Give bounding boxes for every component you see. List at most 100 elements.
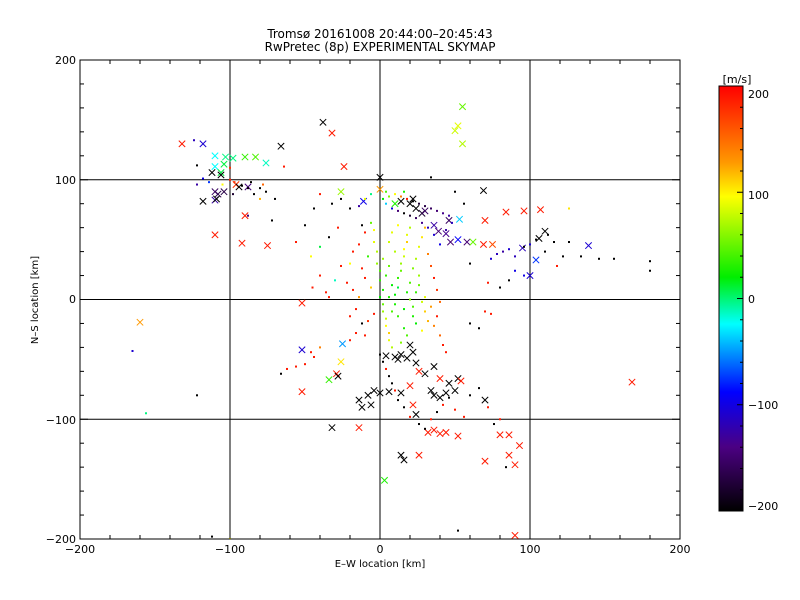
data-point-cross: [502, 208, 510, 216]
data-point-dot: [529, 243, 531, 246]
data-point-dot: [241, 184, 243, 187]
data-point-dot: [280, 372, 282, 375]
data-point-dot: [547, 233, 549, 236]
data-point-cross: [520, 207, 528, 215]
data-point-dot: [427, 226, 429, 229]
x-tick-label: −200: [65, 543, 95, 556]
data-point-dot: [409, 214, 411, 217]
data-point-dot: [319, 193, 321, 196]
data-point-dot: [490, 312, 492, 315]
data-point-dot: [442, 212, 444, 215]
data-point-dot: [478, 327, 480, 330]
data-point-dot: [319, 274, 321, 277]
data-point-dot: [433, 233, 435, 236]
data-point-dot: [355, 332, 357, 335]
x-tick-label: 200: [670, 543, 691, 556]
data-point-dot: [233, 181, 236, 184]
data-point-cross: [370, 386, 378, 395]
data-point-dot: [382, 310, 384, 313]
data-point-cross: [628, 378, 636, 386]
axis-ticks: [79, 59, 681, 540]
data-point-dot: [406, 233, 408, 236]
data-point-dot: [397, 315, 399, 318]
grid-lines: [80, 60, 680, 539]
x-tick-label: 0: [377, 543, 384, 556]
data-point-dot: [406, 334, 408, 337]
data-point-cross: [479, 240, 488, 248]
data-point-dot: [259, 187, 261, 190]
data-point-dot: [430, 305, 432, 308]
data-point-dot: [403, 190, 405, 193]
data-point-cross: [536, 206, 545, 214]
data-point-dot: [580, 255, 582, 258]
data-point-dot: [229, 178, 231, 181]
data-point-cross: [458, 103, 467, 111]
data-point-dot: [373, 312, 375, 315]
data-point-cross: [211, 188, 219, 196]
data-point-dot: [403, 327, 405, 330]
data-point-dot: [311, 286, 314, 289]
data-point-dot: [250, 181, 252, 184]
data-point-dot: [421, 236, 423, 239]
x-axis-label: E–W location [km]: [335, 559, 426, 570]
data-point-cross: [338, 340, 347, 348]
data-points: [131, 103, 651, 539]
data-point-cross: [409, 401, 417, 409]
data-point-dot: [373, 241, 375, 244]
data-point-cross: [238, 239, 246, 247]
data-point-dot: [523, 274, 525, 277]
data-point-dot: [379, 279, 381, 282]
data-point-cross: [262, 159, 270, 167]
data-point-cross: [481, 396, 489, 404]
data-point-cross: [488, 240, 497, 248]
data-point-dot: [340, 264, 342, 267]
data-point-cross: [409, 195, 417, 203]
data-point-cross: [412, 359, 420, 367]
data-point-dot: [421, 300, 423, 303]
data-point-dot: [388, 241, 390, 244]
data-point-cross: [584, 242, 593, 250]
data-point-cross: [445, 379, 453, 387]
data-point-cross: [208, 169, 216, 177]
data-point-dot: [544, 250, 546, 253]
data-point-dot: [418, 202, 420, 205]
data-point-cross: [211, 163, 219, 171]
data-point-dot: [388, 375, 390, 378]
data-point-cross: [355, 396, 363, 404]
data-point-cross: [337, 358, 345, 366]
data-point-dot: [229, 166, 231, 169]
data-point-dot: [286, 367, 288, 370]
data-point-dot: [208, 181, 210, 184]
data-point-dot: [514, 269, 516, 272]
data-point-cross: [319, 118, 327, 126]
data-point-cross: [515, 442, 524, 450]
data-point-cross: [211, 231, 219, 239]
data-point-dot: [382, 197, 384, 200]
data-point-dot: [373, 229, 375, 232]
data-point-dot: [406, 291, 408, 294]
data-point-dot: [397, 224, 399, 227]
data-point-cross: [457, 377, 465, 385]
colorbar: [m/s] 200 100 0 −100 −200: [718, 73, 778, 513]
data-point-dot: [469, 394, 471, 397]
data-point-dot: [463, 202, 465, 205]
data-point-cross: [391, 200, 399, 208]
data-point-cross: [241, 153, 249, 161]
data-point-cross: [325, 376, 333, 384]
data-point-dot: [397, 209, 399, 212]
data-point-dot: [388, 195, 390, 198]
data-point-dot: [391, 346, 393, 349]
data-point-cross: [241, 212, 249, 220]
data-point-dot: [358, 205, 360, 208]
data-point-dot: [442, 403, 444, 406]
data-point-cross: [454, 236, 462, 244]
data-point-dot: [382, 360, 384, 363]
data-point-dot: [370, 286, 372, 289]
data-point-dot: [454, 190, 456, 193]
data-point-dot: [196, 394, 198, 397]
data-point-dot: [388, 296, 390, 299]
data-point-cross: [397, 389, 405, 397]
data-point-dot: [424, 310, 426, 313]
data-point-dot: [382, 303, 384, 306]
